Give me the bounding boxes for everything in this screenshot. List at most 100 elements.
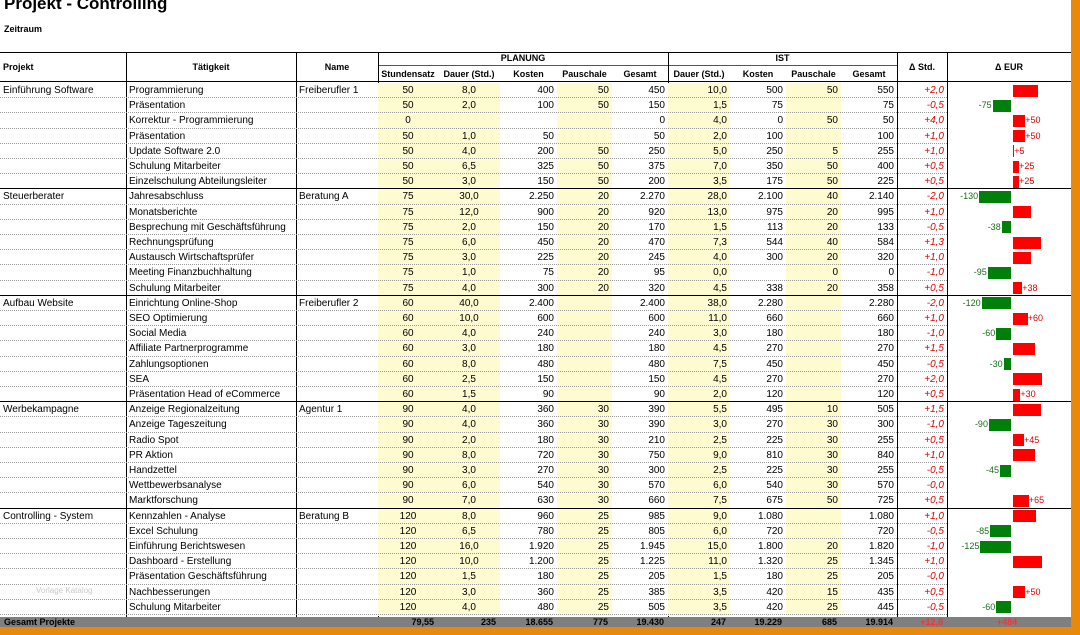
cell-p-pausch <box>557 311 612 327</box>
cell-i-gesamt: 270 <box>877 373 894 385</box>
cell-i-gesamt: 550 <box>877 85 894 96</box>
cell-i-kosten: 0 <box>777 115 783 127</box>
cell-i-pausch: 25 <box>786 554 841 571</box>
cell-i-pausch <box>786 508 841 525</box>
cell-taetigkeit: Präsentation Geschäftsführung <box>129 571 267 583</box>
cell-p-dauer: 4,0 <box>438 326 500 343</box>
delta-eur-label: +90 <box>1035 343 1051 354</box>
cell-satz: 50 <box>378 159 438 175</box>
cell-satz: 75 <box>378 219 438 236</box>
cell-p-dauer: 4,0 <box>438 417 500 434</box>
cell-i-dauer: 4,5 <box>668 341 730 358</box>
cell-d-std: +2,0 <box>924 85 944 96</box>
row-separator <box>0 446 947 448</box>
cell-satz: 120 <box>378 584 438 601</box>
cell-i-kosten: 120 <box>766 389 783 400</box>
cell-d-std: +4,0 <box>924 115 944 127</box>
cell-name: Beratung A <box>299 191 349 203</box>
cell-i-dauer: 13,0 <box>668 204 730 221</box>
delta-eur-bar-positive <box>1013 206 1032 219</box>
cell-d-std: +0,5 <box>924 389 944 400</box>
row-separator <box>0 538 947 539</box>
row-separator <box>0 553 947 555</box>
cell-i-gesamt: 100 <box>877 130 894 142</box>
cell-i-gesamt: 660 <box>877 313 894 324</box>
cell-i-gesamt: 725 <box>877 495 894 507</box>
col-header-name: Name <box>324 62 350 72</box>
project-separator <box>0 507 1071 509</box>
delta-eur-label: +120 <box>1042 373 1063 384</box>
delta-eur-bar-positive <box>1013 145 1015 158</box>
delta-eur-label: -130 <box>960 191 979 202</box>
cell-i-pausch: 20 <box>786 204 841 221</box>
cell-p-dauer: 40,0 <box>438 295 500 312</box>
cell-i-pausch: 20 <box>786 539 841 555</box>
cell-p-kosten: 270 <box>537 465 554 476</box>
cell-i-kosten: 250 <box>766 145 783 157</box>
cell-i-dauer: 3,5 <box>668 599 730 616</box>
cell-i-pausch: 0 <box>786 265 841 282</box>
cell-p-dauer: 10,0 <box>438 554 500 571</box>
cell-i-dauer: 6,0 <box>668 478 730 495</box>
column-divider <box>947 52 948 617</box>
cell-i-dauer: 4,0 <box>668 113 730 130</box>
row-separator <box>0 112 947 114</box>
cell-d-std: +1,0 <box>924 313 944 324</box>
cell-i-kosten: 175 <box>766 176 783 188</box>
cell-p-pausch: 25 <box>557 599 612 616</box>
delta-eur-label: +50 <box>1025 115 1041 126</box>
row-separator <box>0 203 947 205</box>
cell-projekt: Einführung Software <box>3 85 94 96</box>
cell-d-std: -1,0 <box>926 328 944 340</box>
row-separator <box>0 462 947 463</box>
delta-eur-label: +90 <box>1035 449 1051 460</box>
cell-i-kosten: 810 <box>766 449 783 461</box>
col-header-sub: Dauer (Std.) <box>443 69 495 79</box>
row-separator <box>0 431 947 433</box>
cell-d-std: -0,5 <box>926 525 944 537</box>
row-separator <box>0 264 947 266</box>
cell-i-gesamt: 255 <box>877 465 894 476</box>
cell-p-pausch: 20 <box>557 280 612 297</box>
cell-taetigkeit: Anzeige Tageszeitung <box>129 419 227 431</box>
row-separator <box>0 370 947 372</box>
cell-i-pausch <box>786 341 841 358</box>
cell-p-kosten: 450 <box>537 237 554 248</box>
cell-d-std: +1,0 <box>924 252 944 264</box>
footer-value: 18.655 <box>525 617 553 627</box>
header-bottom-line <box>0 81 1071 82</box>
cell-d-std: -0,5 <box>926 465 944 476</box>
cell-p-dauer: 1,5 <box>438 387 500 403</box>
cell-i-dauer: 5,5 <box>668 402 730 419</box>
cell-p-pausch <box>557 113 612 130</box>
footer-value: 19.229 <box>754 617 782 627</box>
cell-projekt: Werbekampagne <box>3 404 79 416</box>
cell-satz: 50 <box>378 174 438 191</box>
cell-p-kosten: 150 <box>537 373 554 385</box>
column-divider <box>126 52 127 617</box>
cell-taetigkeit: Präsentation <box>129 130 186 142</box>
cell-p-gesamt: 1.945 <box>639 541 665 552</box>
delta-eur-bar-negative <box>992 99 1011 112</box>
delta-eur-bar-positive <box>1013 312 1028 325</box>
delta-eur-bar-negative <box>988 418 1011 431</box>
cell-d-std: +1,0 <box>924 449 944 461</box>
cell-p-kosten: 200 <box>537 145 554 157</box>
cell-i-dauer: 5,0 <box>668 143 730 160</box>
delta-eur-label: -30 <box>989 358 1003 369</box>
cell-i-gesamt: 255 <box>877 145 894 157</box>
cell-i-kosten: 100 <box>766 130 783 142</box>
cell-i-gesamt: 840 <box>877 449 894 461</box>
cell-i-kosten: 225 <box>766 434 783 446</box>
delta-eur-bar-negative <box>981 297 1011 310</box>
cell-taetigkeit: Anzeige Regionalzeitung <box>129 404 240 416</box>
cell-p-dauer: 8,0 <box>438 356 500 373</box>
cell-i-dauer: 15,0 <box>668 539 730 555</box>
cell-p-kosten: 630 <box>537 495 554 507</box>
cell-i-pausch <box>786 128 841 145</box>
delta-eur-bar-negative <box>1001 221 1011 234</box>
spreadsheet: Projekt - Controlling Zeitraum Projekt Tä… <box>0 0 1071 627</box>
cell-p-gesamt: 450 <box>648 85 665 96</box>
delta-eur-label: -60 <box>982 328 996 339</box>
col-header-sub: Gesamt <box>623 69 657 79</box>
